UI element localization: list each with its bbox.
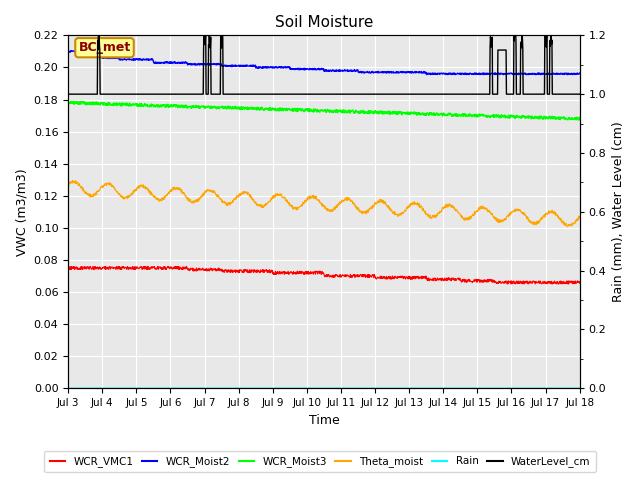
WCR_Moist3 [575, 117, 583, 123]
WaterLevel_cm [470, 91, 477, 97]
WaterLevel_cm [576, 91, 584, 97]
WCR_Moist3 [236, 106, 243, 112]
Legend: WCR_VMC1, WCR_Moist2, WCR_Moist3, Theta_moist, Rain, WaterLevel_cm: WCR_VMC1, WCR_Moist2, WCR_Moist3, Theta_… [44, 451, 596, 472]
WCR_Moist3 [403, 111, 411, 117]
WCR_VMC1 [179, 267, 186, 273]
WCR_VMC1 [576, 280, 584, 286]
Rain [470, 385, 477, 391]
Theta_moist [64, 182, 72, 188]
WCR_VMC1 [564, 281, 572, 287]
WaterLevel_cm [178, 91, 186, 97]
WCR_Moist3 [470, 112, 478, 118]
WCR_Moist3 [179, 103, 186, 108]
WCR_Moist3 [515, 114, 523, 120]
WCR_Moist2 [403, 70, 411, 75]
WCR_Moist2 [516, 72, 524, 77]
Theta_moist [403, 205, 411, 211]
WCR_Moist3 [166, 104, 173, 110]
Theta_moist [179, 189, 186, 194]
WCR_VMC1 [470, 277, 478, 283]
Line: Theta_moist: Theta_moist [68, 180, 580, 227]
WCR_Moist3 [67, 98, 74, 104]
Line: WCR_Moist3: WCR_Moist3 [68, 101, 580, 120]
WaterLevel_cm [511, 27, 519, 33]
Theta_moist [69, 178, 77, 183]
Theta_moist [564, 224, 572, 229]
WaterLevel_cm [236, 91, 243, 97]
WCR_Moist2 [236, 63, 243, 69]
Rain [515, 385, 523, 391]
WCR_Moist2 [64, 49, 72, 55]
WCR_VMC1 [64, 264, 72, 270]
WaterLevel_cm [166, 91, 173, 97]
X-axis label: Time: Time [308, 414, 339, 427]
Theta_moist [166, 189, 173, 194]
WCR_VMC1 [515, 281, 523, 287]
WCR_Moist3 [64, 99, 72, 105]
Line: WCR_Moist2: WCR_Moist2 [68, 50, 580, 74]
Rain [236, 385, 243, 391]
Title: Soil Moisture: Soil Moisture [275, 15, 373, 30]
Theta_moist [515, 207, 523, 213]
WCR_VMC1 [166, 266, 173, 272]
Line: WCR_VMC1: WCR_VMC1 [68, 266, 580, 284]
WaterLevel_cm [64, 91, 72, 97]
Rain [403, 385, 411, 391]
WCR_Moist2 [76, 48, 84, 53]
WCR_Moist2 [470, 70, 478, 76]
WCR_Moist2 [179, 60, 186, 66]
WCR_Moist2 [576, 70, 584, 76]
WCR_VMC1 [236, 270, 243, 276]
Text: BC_met: BC_met [78, 41, 131, 54]
Theta_moist [576, 215, 584, 221]
WCR_Moist2 [166, 60, 173, 66]
Y-axis label: Rain (mm), Water Level (cm): Rain (mm), Water Level (cm) [612, 121, 625, 302]
Theta_moist [470, 213, 478, 218]
Rain [178, 385, 186, 391]
WCR_VMC1 [164, 264, 172, 269]
Rain [166, 385, 173, 391]
Rain [64, 385, 72, 391]
WCR_Moist3 [576, 114, 584, 120]
WCR_Moist2 [451, 72, 459, 77]
WaterLevel_cm [515, 91, 523, 97]
Rain [576, 385, 584, 391]
Theta_moist [236, 192, 243, 198]
Line: WaterLevel_cm: WaterLevel_cm [68, 30, 580, 94]
WaterLevel_cm [403, 91, 411, 97]
Y-axis label: VWC (m3/m3): VWC (m3/m3) [15, 168, 28, 256]
WCR_VMC1 [403, 275, 411, 280]
